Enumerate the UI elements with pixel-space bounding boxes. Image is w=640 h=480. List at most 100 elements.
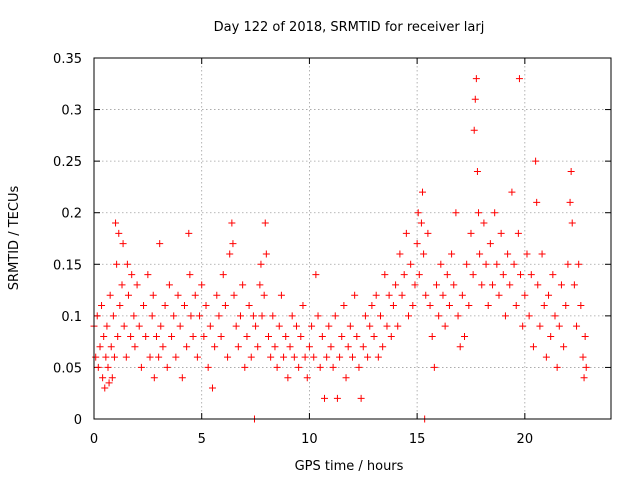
data-point [271,343,279,351]
data-point [180,302,188,310]
data-point [428,332,436,340]
data-point [159,343,167,351]
data-point [148,312,156,320]
data-point [527,271,535,279]
data-point [385,291,393,299]
data-point [273,363,281,371]
data-point [519,322,527,330]
data-point [189,332,197,340]
data-point [366,322,374,330]
data-point [338,332,346,340]
data-point [413,240,421,248]
data-point [501,312,509,320]
data-point [239,281,247,289]
data-point [170,312,178,320]
data-point [508,188,516,196]
data-point [368,302,376,310]
data-point [115,229,123,237]
data-point [557,281,565,289]
data-point [433,281,441,289]
data-point [183,343,191,351]
data-point [506,281,514,289]
data-point [342,374,350,382]
data-point [288,312,296,320]
data-point [581,332,589,340]
data-point [149,291,157,299]
data-point [308,322,316,330]
data-point [504,250,512,258]
data-point [467,229,475,237]
data-point [310,353,318,361]
data-point [355,363,363,371]
data-point [113,260,121,268]
data-point [495,291,503,299]
data-point [551,312,559,320]
data-point [329,363,337,371]
data-point [465,302,473,310]
data-point [379,343,387,351]
data-point [243,332,251,340]
data-point [193,353,201,361]
data-point [301,353,309,361]
data-point [567,167,575,175]
data-point [529,343,537,351]
data-point [124,291,132,299]
data-point [155,353,163,361]
data-point [346,322,354,330]
data-point [104,363,112,371]
data-point [299,302,307,310]
data-point [137,363,145,371]
data-point [198,281,206,289]
data-point [414,209,422,217]
data-point [130,312,138,320]
data-point [303,374,311,382]
data-point [478,281,486,289]
data-point [146,353,154,361]
data-point [331,312,339,320]
data-point [103,322,111,330]
x-tick-label: 20 [517,432,534,447]
data-point [142,332,150,340]
data-point [228,219,236,227]
data-point [493,260,501,268]
data-point [202,302,210,310]
data-point [405,312,413,320]
data-point [112,219,120,227]
data-point [377,312,385,320]
data-point [394,322,402,330]
data-point [286,343,294,351]
data-point [568,219,576,227]
data-point [542,353,550,361]
data-point [234,343,242,351]
data-point [127,332,135,340]
data-point [545,291,553,299]
data-point [105,379,113,387]
data-point [98,302,106,310]
data-point [204,363,212,371]
data-point [549,271,557,279]
data-point [106,291,114,299]
data-point [445,302,453,310]
data-point [534,281,542,289]
y-tick-label: 0.1 [61,310,82,325]
data-point [150,374,158,382]
y-tick-label: 0.35 [53,52,82,67]
y-tick-label: 0 [74,413,82,428]
data-point [452,209,460,217]
data-point [402,229,410,237]
data-point [381,271,389,279]
data-point [525,312,533,320]
data-point [249,312,257,320]
data-point [472,75,480,83]
data-point [258,312,266,320]
data-point [135,322,143,330]
data-point [430,363,438,371]
data-point [353,332,361,340]
data-point [122,353,130,361]
data-point [176,322,184,330]
data-point [400,271,408,279]
data-point [560,343,568,351]
data-point [144,271,152,279]
data-point [186,271,194,279]
data-point [161,302,169,310]
